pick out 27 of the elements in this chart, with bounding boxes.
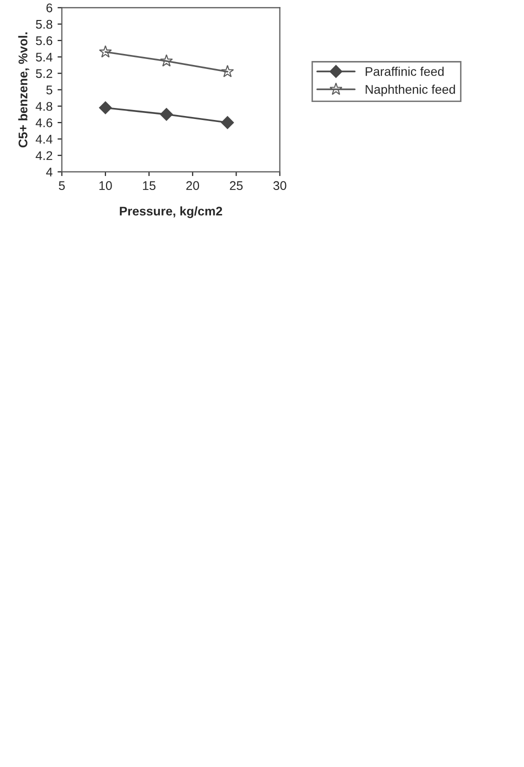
y-tick-label: 5.4 xyxy=(36,52,52,62)
point xyxy=(221,116,234,129)
point xyxy=(160,108,173,121)
y-tick-label: 4 xyxy=(46,168,52,176)
x-axis-title: Pressure, kg/cm2 xyxy=(120,206,222,218)
point xyxy=(98,45,112,58)
x-tick-label: 25 xyxy=(230,181,243,190)
x-tick-label: 15 xyxy=(143,181,156,190)
x-tick-label: 10 xyxy=(99,181,112,190)
legend-label: Naphthenic feed xyxy=(366,84,455,96)
point xyxy=(221,64,234,78)
y-tick-label: 5.8 xyxy=(36,20,52,29)
y-tick-label: 5 xyxy=(46,86,52,94)
x-tick-label: 20 xyxy=(186,181,200,190)
x-tick-label: 5 xyxy=(58,181,65,190)
y-tick-label: 5.2 xyxy=(36,69,52,78)
y-tick-label: 6 xyxy=(46,3,52,12)
point xyxy=(160,54,173,67)
point xyxy=(99,101,112,114)
y-tick-label: 4.6 xyxy=(36,118,52,128)
y-tick-label: 4.4 xyxy=(36,134,52,144)
legend-label: Paraffinic feed xyxy=(366,66,444,76)
y-axis-title: C5+ benzene, %vol. xyxy=(18,32,30,148)
x-tick-label: 30 xyxy=(273,181,286,190)
y-tick-label: 4.2 xyxy=(36,151,52,160)
y-tick-label: 4.8 xyxy=(36,102,52,111)
y-tick-label: 5.6 xyxy=(36,36,52,46)
